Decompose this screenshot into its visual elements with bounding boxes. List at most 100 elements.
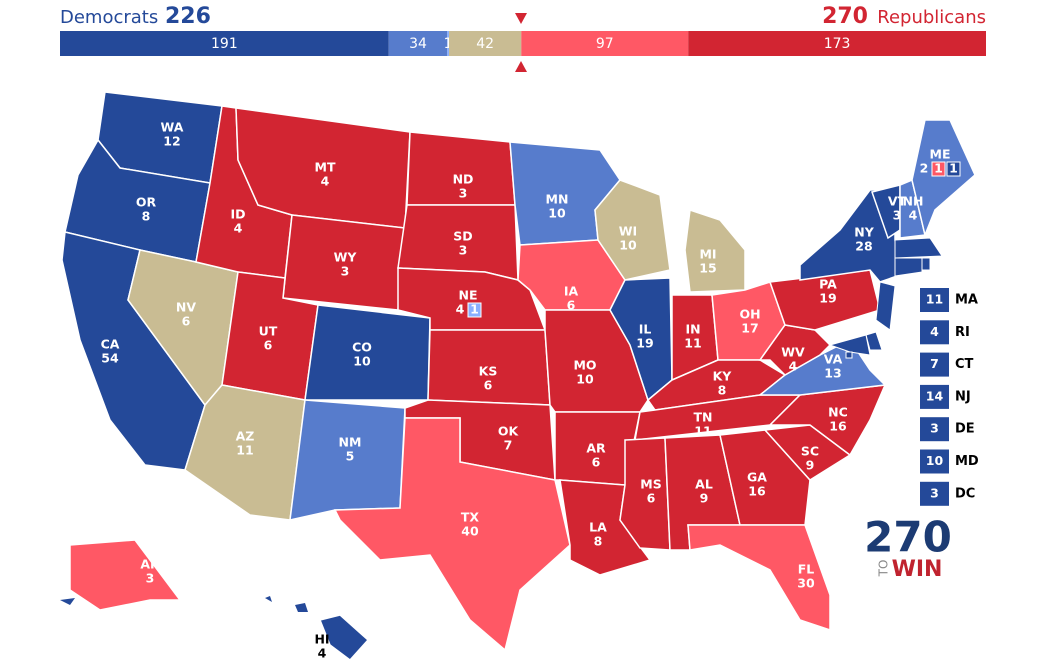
bar-label: 1 <box>444 36 453 52</box>
state-ev: 16 <box>829 419 847 434</box>
callout-box[interactable] <box>920 288 949 312</box>
callout-abbr: DC <box>955 486 975 501</box>
state[interactable] <box>719 429 811 526</box>
state-abbr: CO <box>352 340 372 355</box>
state-ev: 9 <box>700 491 709 506</box>
state[interactable] <box>845 351 853 359</box>
state[interactable] <box>911 119 976 238</box>
state[interactable] <box>894 237 943 259</box>
state[interactable] <box>758 324 832 376</box>
state-ev: 3 <box>459 186 468 201</box>
bar-segment <box>688 31 986 56</box>
callout-box[interactable] <box>920 384 949 409</box>
state-abbr: ME <box>930 147 951 162</box>
state-abbr: PA <box>819 277 837 292</box>
state[interactable] <box>894 257 923 277</box>
state-ev: 5 <box>346 449 355 464</box>
state-ev: 12 <box>163 134 180 149</box>
callout-abbr: DE <box>955 422 975 437</box>
state-abbr: SC <box>801 444 819 459</box>
district-ev: 1 <box>934 161 943 176</box>
callout-box[interactable] <box>920 417 949 442</box>
callout-box[interactable] <box>920 320 949 345</box>
island <box>295 603 308 612</box>
state-abbr: AZ <box>236 429 255 444</box>
callout-ev: 3 <box>930 485 939 500</box>
state-ev: 3 <box>146 571 155 586</box>
state[interactable] <box>865 331 883 351</box>
callout-abbr: MD <box>955 454 979 469</box>
state-ev: 6 <box>484 378 493 393</box>
callout-ev: 14 <box>926 388 944 403</box>
state[interactable] <box>69 539 182 611</box>
state-ev: 4 <box>321 174 330 189</box>
district-ev: 1 <box>949 161 958 176</box>
state[interactable] <box>318 614 370 662</box>
state-ev: 4 <box>456 302 465 317</box>
state-ev: 8 <box>594 534 603 549</box>
state-abbr: TX <box>461 510 480 525</box>
state[interactable] <box>921 257 931 271</box>
state-ev: 6 <box>592 455 601 470</box>
state-abbr: HI <box>314 632 329 647</box>
state-ev: 13 <box>824 366 841 381</box>
bar-segment <box>60 31 389 56</box>
state-ev: 4 <box>789 359 798 374</box>
state-abbr: OH <box>739 307 760 322</box>
state[interactable] <box>594 179 671 281</box>
callout-box[interactable] <box>920 481 949 506</box>
state-ev: 9 <box>806 458 815 473</box>
state-abbr: NE <box>458 288 477 303</box>
state-abbr: GA <box>747 470 767 485</box>
district-box <box>931 161 946 177</box>
bar-label: 34 <box>409 36 427 52</box>
state-ev: 16 <box>748 484 766 499</box>
state-ev: 3 <box>341 264 350 279</box>
state-ev: 8 <box>142 209 151 224</box>
callout-box[interactable] <box>920 352 949 377</box>
callout-ev: 10 <box>926 453 944 468</box>
state-ev: 19 <box>636 336 653 351</box>
state-abbr: NY <box>854 225 874 240</box>
state-abbr: MO <box>573 358 596 373</box>
state-ev: 28 <box>855 239 872 254</box>
state[interactable] <box>333 417 571 652</box>
state-abbr: TN <box>694 410 713 425</box>
island <box>265 596 272 602</box>
state-abbr: NM <box>339 435 362 450</box>
state-ev: 4 <box>234 221 243 236</box>
state-abbr: FL <box>798 562 815 577</box>
logo-number: 270 <box>864 513 952 562</box>
state-ev: 6 <box>567 298 576 313</box>
state-ev: 17 <box>741 321 758 336</box>
state-ev: 10 <box>576 372 594 387</box>
state-abbr: LA <box>589 520 607 535</box>
state-ev: 11 <box>694 424 711 439</box>
state-ev: 10 <box>619 238 637 253</box>
bar-segment <box>448 31 522 56</box>
callout-abbr: MA <box>955 293 978 308</box>
state-abbr: AK <box>140 557 161 572</box>
state-abbr: NV <box>176 300 196 315</box>
callout-abbr: CT <box>955 357 974 372</box>
state-abbr: WA <box>161 120 184 135</box>
callout-box[interactable] <box>920 449 949 474</box>
callout-abbr: RI <box>955 325 970 340</box>
majority-marker <box>515 13 527 24</box>
state[interactable] <box>828 334 871 356</box>
bar-segment <box>388 31 448 56</box>
state[interactable] <box>687 524 831 632</box>
state-abbr: IA <box>564 284 579 299</box>
state-ev: 15 <box>699 261 716 276</box>
state-abbr: UT <box>259 324 278 339</box>
state-abbr: OR <box>136 195 157 210</box>
state-abbr: OK <box>498 424 520 439</box>
state[interactable] <box>875 281 896 331</box>
state-abbr: ND <box>453 172 474 187</box>
bar-label: 42 <box>476 36 494 52</box>
state-abbr: VT <box>888 194 907 209</box>
district-box <box>467 302 482 318</box>
state-abbr: KY <box>713 369 733 384</box>
